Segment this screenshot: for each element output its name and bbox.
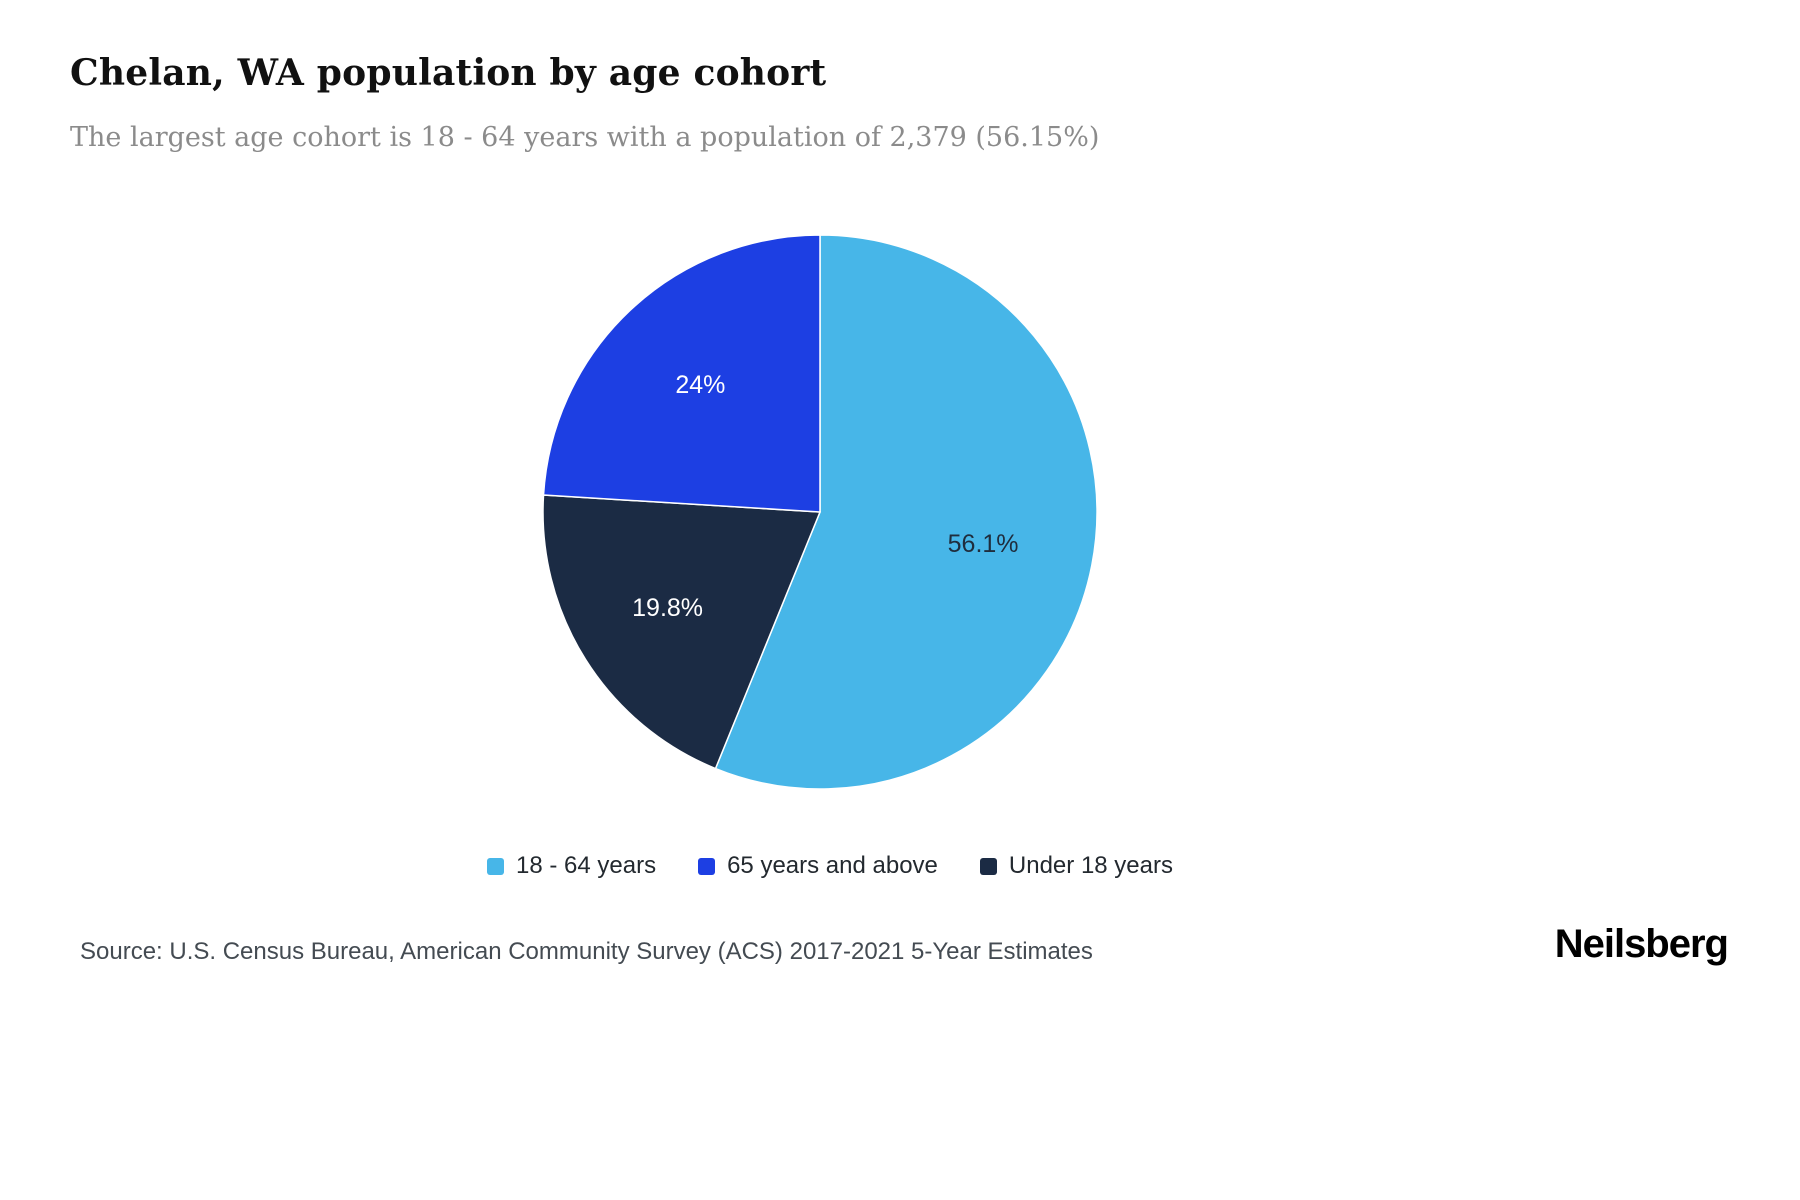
page-subtitle: The largest age cohort is 18 - 64 years … xyxy=(70,122,1100,153)
slice-value-label: 19.8% xyxy=(632,594,703,622)
legend-swatch-icon xyxy=(979,857,997,875)
source-text: Source: U.S. Census Bureau, American Com… xyxy=(80,938,1093,965)
legend-swatch-icon xyxy=(698,857,716,875)
legend-item-18-64-years[interactable]: 18 - 64 years xyxy=(487,852,656,880)
legend-item-under-18-years[interactable]: Under 18 years xyxy=(979,852,1173,880)
slice-value-label: 56.1% xyxy=(948,530,1019,558)
page-title: Chelan, WA population by age cohort xyxy=(70,52,827,94)
legend-label: Under 18 years xyxy=(1008,852,1173,879)
legend-label: 65 years and above xyxy=(727,852,938,879)
pie-chart-svg: 56.1% 19.8% 24% xyxy=(542,234,1098,790)
legend-item-65-years-and-above[interactable]: 65 years and above xyxy=(698,852,938,880)
legend: 18 - 64 years 65 years and above Under 18 … xyxy=(0,852,1660,880)
legend-swatch-icon xyxy=(487,857,504,875)
brand-logo: Neilsberg xyxy=(1554,922,1729,966)
chart-header: Chelan, WA population by age cohort The … xyxy=(70,52,1570,153)
slice-value-label: 24% xyxy=(675,371,725,399)
pie-slice-65-years-and-above[interactable] xyxy=(542,234,821,513)
pie-slice-under-18-years[interactable] xyxy=(542,494,822,770)
pie-chart: 56.1% 19.8% 24% xyxy=(520,212,1120,812)
legend-label: 18 - 64 years xyxy=(516,852,657,879)
pie-slice-18-64-years[interactable] xyxy=(714,234,1098,790)
